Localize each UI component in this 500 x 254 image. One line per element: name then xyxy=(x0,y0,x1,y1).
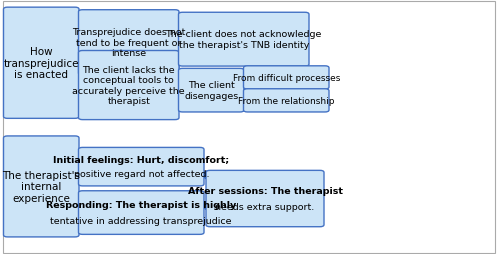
FancyBboxPatch shape xyxy=(244,67,329,90)
Text: From difficult processes: From difficult processes xyxy=(232,74,340,83)
Text: Initial feelings: Hurt, discomfort;: Initial feelings: Hurt, discomfort; xyxy=(53,155,230,164)
FancyBboxPatch shape xyxy=(4,136,79,237)
FancyBboxPatch shape xyxy=(78,11,179,76)
Text: The client lacks the
conceptual tools to
accurately perceive the
therapist: The client lacks the conceptual tools to… xyxy=(72,66,185,106)
FancyBboxPatch shape xyxy=(178,69,244,113)
FancyBboxPatch shape xyxy=(244,89,329,113)
Text: The client does not acknowledge
the therapist's TNB identity: The client does not acknowledge the ther… xyxy=(166,30,322,50)
Text: After sessions: The therapist: After sessions: The therapist xyxy=(188,186,342,195)
FancyBboxPatch shape xyxy=(206,171,324,227)
Text: The therapist's
internal
experience: The therapist's internal experience xyxy=(2,170,80,203)
Text: positive regard not affected.: positive regard not affected. xyxy=(74,170,209,179)
FancyBboxPatch shape xyxy=(178,13,309,67)
FancyBboxPatch shape xyxy=(78,191,204,234)
Text: How
transprejudice
is enacted: How transprejudice is enacted xyxy=(4,47,79,80)
FancyBboxPatch shape xyxy=(4,8,79,119)
FancyBboxPatch shape xyxy=(78,51,179,120)
Text: From the relationship: From the relationship xyxy=(238,97,334,105)
Text: Responding: The therapist is highly: Responding: The therapist is highly xyxy=(46,200,236,209)
Text: tentative in addressing transprejudice: tentative in addressing transprejudice xyxy=(50,216,232,225)
Text: needs extra support.: needs extra support. xyxy=(216,202,314,212)
FancyBboxPatch shape xyxy=(78,148,204,186)
Text: The client
disengages: The client disengages xyxy=(184,81,238,101)
Text: Transprejudice does not
tend to be frequent or
intense: Transprejudice does not tend to be frequ… xyxy=(72,28,186,58)
